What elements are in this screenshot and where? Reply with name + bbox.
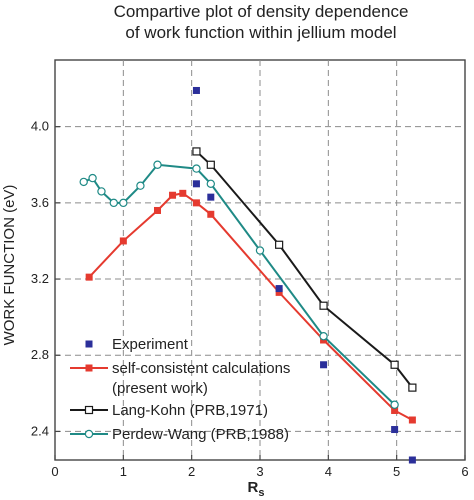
data-point	[390, 360, 399, 369]
data-point	[275, 285, 283, 293]
series-layer	[79, 86, 417, 464]
x-tick-label: 5	[393, 464, 400, 479]
data-point	[207, 193, 215, 201]
data-point	[319, 301, 328, 310]
legend-item-0: Experiment	[85, 336, 189, 353]
chart-title-line-1: Compartive plot of density dependence	[114, 2, 409, 21]
y-tick-label: 3.6	[31, 195, 49, 210]
x-tick-label: 0	[51, 464, 58, 479]
data-point	[79, 177, 88, 187]
series-3	[79, 160, 399, 409]
legend-marker	[84, 405, 94, 415]
data-point	[207, 210, 215, 218]
svg-text:Rs: Rs	[248, 479, 265, 499]
grid-lines	[55, 60, 465, 460]
series-1	[85, 189, 416, 424]
data-point	[408, 383, 417, 392]
data-point	[275, 240, 284, 249]
data-point	[275, 288, 283, 296]
data-point	[85, 273, 93, 281]
y-tick-label: 4.0	[31, 119, 49, 134]
data-point	[391, 406, 399, 414]
series-0	[192, 86, 416, 464]
axis-ticks: 0 1 2 3 4 5 6 2.4 2.8 3.2 3.6 4.0	[31, 119, 469, 479]
data-point	[391, 426, 399, 434]
series-2	[192, 147, 417, 392]
x-tick-label: 4	[325, 464, 332, 479]
legend-marker	[84, 429, 94, 439]
data-point	[192, 164, 201, 173]
y-tick-label: 2.8	[31, 347, 49, 362]
data-point	[255, 246, 265, 255]
data-point	[136, 181, 145, 190]
data-point	[192, 199, 200, 207]
chart-title-line-2: of work function within jellium model	[125, 23, 396, 42]
y-tick-label: 2.4	[31, 423, 49, 438]
legend-label: (present work)	[112, 380, 208, 397]
x-tick-label: 3	[256, 464, 263, 479]
legend-marker	[85, 364, 93, 372]
data-point	[169, 191, 177, 199]
legend-item-2: Lang-Kohn (PRB,1971)	[70, 402, 268, 419]
data-point	[390, 400, 399, 409]
data-point	[154, 206, 161, 214]
legend: Experiment self-consistent calculations (p…	[70, 336, 290, 443]
legend-label: Experiment	[112, 336, 189, 353]
data-point	[192, 180, 200, 188]
y-axis-label: WORK FUNCTION (eV)	[1, 185, 18, 346]
y-tick-label: 3.2	[31, 271, 49, 286]
data-point	[320, 361, 328, 369]
x-axis-label-main: R	[248, 479, 259, 496]
legend-label: Lang-Kohn (PRB,1971)	[112, 402, 268, 419]
data-point	[97, 187, 106, 196]
data-point	[119, 198, 128, 208]
legend-label: self-consistent calculations	[112, 360, 290, 377]
legend-label: Perdew-Wang (PRB,1988)	[112, 426, 289, 443]
data-point	[206, 179, 215, 189]
data-point	[192, 147, 201, 156]
data-point	[179, 189, 187, 197]
series-line	[195, 150, 414, 389]
data-point	[319, 331, 328, 341]
data-point	[408, 456, 416, 464]
data-point	[88, 173, 97, 183]
x-tick-label: 1	[120, 464, 127, 479]
data-point	[153, 160, 162, 169]
data-point	[109, 198, 118, 208]
legend-marker	[85, 340, 93, 348]
x-axis-label-subscript: s	[258, 487, 264, 499]
data-point	[206, 160, 215, 169]
x-axis-label: Rs	[248, 479, 265, 499]
x-tick-label: 6	[461, 464, 468, 479]
data-point	[192, 86, 200, 94]
data-point	[119, 237, 127, 245]
x-tick-label: 2	[188, 464, 195, 479]
legend-item-1: self-consistent calculations (present wor…	[70, 360, 290, 397]
legend-item-3: Perdew-Wang (PRB,1988)	[70, 426, 289, 443]
data-point	[408, 416, 416, 424]
